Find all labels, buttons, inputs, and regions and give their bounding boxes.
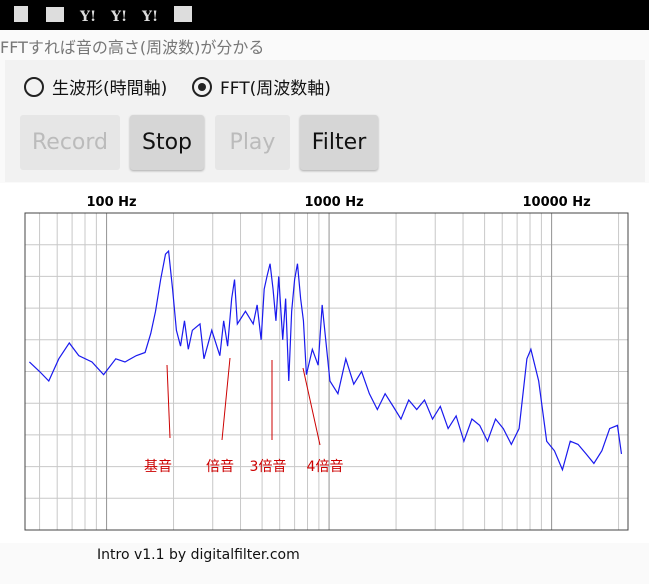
svg-text:Y!: Y! (79, 9, 96, 25)
annotation: 基音 (144, 458, 172, 475)
x-tick-label: 100 Hz (87, 195, 137, 210)
button[interactable]: Stop (130, 115, 204, 170)
footer: Intro v1.1 by digitalfilter.com (97, 547, 300, 563)
annotation-pointer (166, 364, 171, 439)
button[interactable]: Filter (300, 115, 378, 170)
svg-text:Y!: Y! (110, 9, 127, 25)
radio-label[interactable]: FFT(周波数軸) (220, 79, 331, 99)
app-title: FFTすれば音の高さ(周波数)が分かる (0, 38, 265, 57)
status-icons: Y! Y! Y! (14, 6, 192, 25)
svg-text:Y!: Y! (141, 9, 158, 25)
plot-frame (24, 212, 629, 531)
radio-circle[interactable] (24, 76, 44, 97)
radio-time[interactable]: 生波形(時間軸) (24, 74, 167, 99)
button: Play (215, 115, 290, 170)
radio-circle[interactable] (192, 76, 212, 97)
annotation-pointer (302, 367, 321, 446)
radio-fft[interactable]: FFT(周波数軸) (192, 74, 331, 99)
x-tick-label: 10000 Hz (522, 195, 590, 210)
fft-chart: 100 Hz 1000 Hz 10000 Hz 基音 倍音 3倍音 4倍音 (0, 183, 649, 543)
annotation: 4倍音 (307, 458, 344, 475)
spectrum-line (28, 249, 623, 472)
radio-label[interactable]: 生波形(時間軸) (52, 79, 168, 99)
x-tick-label: 1000 Hz (304, 195, 363, 210)
annotation: 倍音 (206, 458, 234, 475)
annotation: 3倍音 (250, 458, 287, 475)
annotation-pointer (221, 357, 231, 441)
status-bar: Y! Y! Y! (0, 0, 649, 30)
button: Record (20, 115, 120, 170)
